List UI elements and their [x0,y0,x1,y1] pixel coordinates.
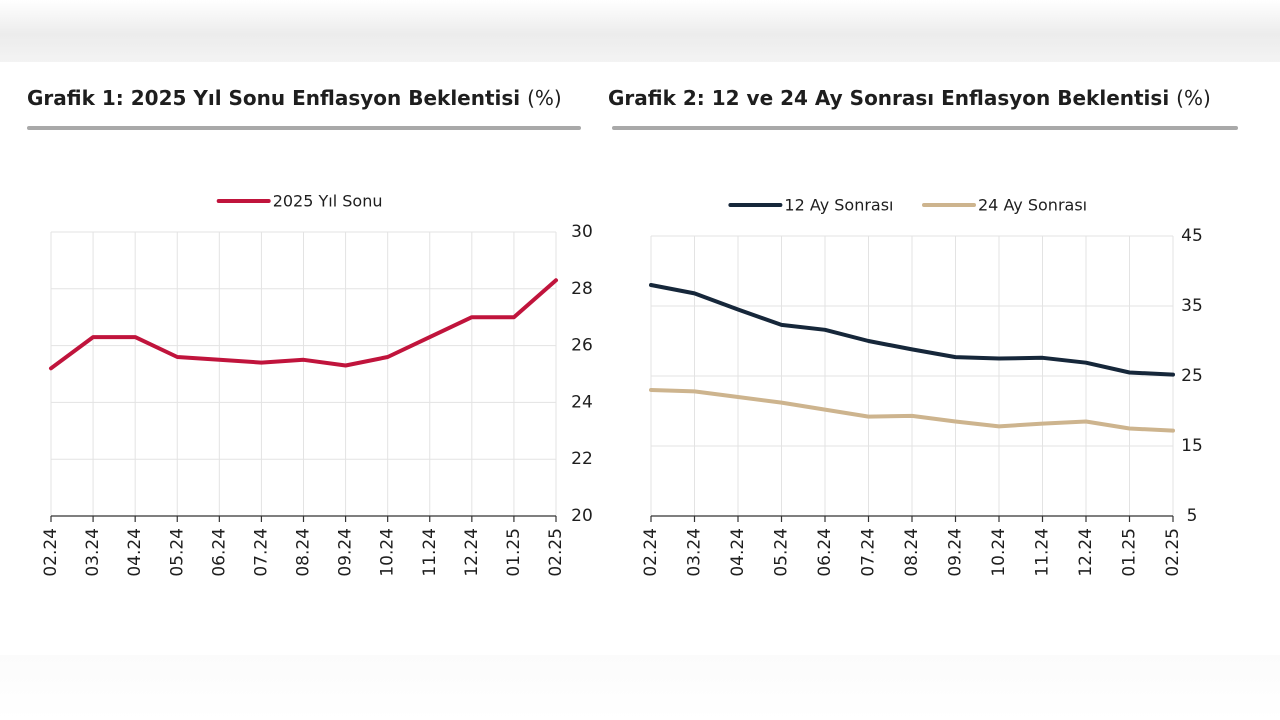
chart1-y-tick-label: 26 [571,336,593,356]
chart2-y-tick-label: 5 [1187,506,1198,526]
chart1-x-tick-label: 10.24 [378,528,398,577]
chart2-legend-label-1: 12 Ay Sonrası [784,196,893,215]
chart1-x-tick-label: 01.25 [504,528,524,577]
chart2-title-rule [612,126,1238,130]
chart1-x-tick-label: 09.24 [336,528,356,577]
chart2-x-tick-label: 06.24 [815,528,835,577]
chart2-title-block: Grafik 2: 12 ve 24 Ay Sonrası Enflasyon … [608,86,1211,110]
chart2-y-tick-label: 45 [1181,226,1203,246]
chart1-x-tick-label: 08.24 [294,528,314,577]
chart1-y-tick-label: 20 [571,506,593,526]
chart2-x-tick-label: 05.24 [772,528,792,577]
chart1-y-tick-label: 30 [571,222,593,242]
chart2-x-tick-label: 01.25 [1120,528,1140,577]
chart2-x-tick-label: 12.24 [1076,528,1096,577]
chart2-x-tick-label: 11.24 [1033,528,1053,577]
chart2-series-1-line [649,283,1175,377]
chart1-x-tick-label: 06.24 [209,528,229,577]
chart1-x-tick-label: 02.25 [546,528,566,577]
chart2-title: Grafik 2: 12 ve 24 Ay Sonrası Enflasyon … [608,86,1170,110]
chart1-y-tick-label: 22 [571,449,593,469]
chart1-title: Grafik 1: 2025 Yıl Sonu Enflasyon Beklen… [27,86,521,110]
chart1-legend-label-1: 2025 Yıl Sonu [273,192,383,211]
top-image-strip [0,0,1280,62]
chart1-x-tick-label: 05.24 [167,528,187,577]
chart2-x-tick-label: 08.24 [902,528,922,577]
chart2-y-tick-label: 25 [1181,366,1203,386]
chart1-y-tick-label: 24 [571,392,593,412]
chart2-series-2-line [649,388,1175,433]
chart1-title-block: Grafik 1: 2025 Yıl Sonu Enflasyon Beklen… [27,86,562,110]
chart2-x-tick-label: 10.24 [989,528,1009,577]
chart2-legend-label-2: 24 Ay Sonrası [978,196,1087,215]
chart2-x-tick-label: 09.24 [946,528,966,577]
chart2-unit: (%) [1176,86,1211,110]
chart1-x-tick-label: 02.24 [41,528,61,577]
chart1-x-tick-label: 04.24 [125,528,145,577]
bottom-fade [0,655,1280,720]
chart1-x-tick-label: 11.24 [420,528,440,577]
chart1-y-tick-label: 28 [571,279,593,299]
chart2-x-tick-label: 07.24 [859,528,879,577]
chart1-unit: (%) [527,86,562,110]
chart2-x-tick-label: 02.25 [1163,528,1183,577]
chart2-x-tick-label: 04.24 [728,528,748,577]
chart1-title-rule [27,126,581,130]
chart2-y-tick-label: 35 [1181,296,1203,316]
chart1-x-tick-label: 12.24 [462,528,482,577]
chart2: 02.24 03.24 04.24 05.24 06.24 07.24 08.24 09.24… [641,196,1203,577]
chart2-x-tick-label: 02.24 [641,528,661,577]
chart2-x-tick-label: 03.24 [685,528,705,577]
chart1-x-tick-label: 07.24 [251,528,271,577]
chart2-y-tick-label: 15 [1181,436,1203,456]
chart1: 02.24 03.24 04.24 05.24 06.24 07.24 08.24 09.24… [41,192,593,577]
chart1-x-tick-label: 03.24 [83,528,103,577]
chart1-series-1-line [49,278,558,371]
